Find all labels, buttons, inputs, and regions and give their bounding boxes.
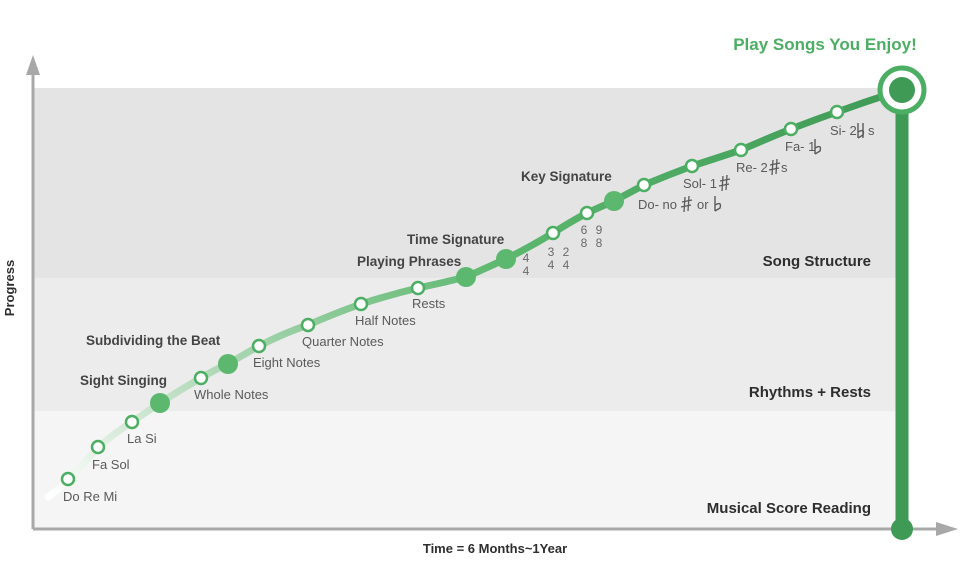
time-sig-top: 4 [523, 251, 530, 265]
milestone-dot [353, 296, 369, 312]
time-signature-3-4: 3 4 [548, 245, 555, 272]
time-signature-6-8: 6 8 [581, 223, 588, 250]
milestone-label: Do Re Mi [63, 489, 117, 504]
milestone-label: Sol- 1 [683, 176, 717, 191]
milestone-label: Rests [412, 296, 446, 311]
stage-dot [218, 354, 238, 374]
sharp-icon [718, 174, 731, 192]
milestone-dot [829, 104, 845, 120]
time-signature-2-4: 2 4 [563, 245, 570, 272]
milestone-dot [193, 370, 209, 386]
milestone-label: Fa Sol [92, 457, 130, 472]
milestone-dot [636, 177, 652, 193]
key-label-si: Si- 2 s [830, 123, 875, 139]
time-sig-bottom: 8 [596, 236, 603, 250]
time-sig-bottom: 4 [548, 258, 555, 272]
stage-label-sight-singing: Sight Singing [80, 373, 167, 388]
sharp-icon [768, 158, 781, 176]
band-label-song-structure: Song Structure [763, 253, 871, 270]
milestone-label: Eight Notes [253, 355, 321, 370]
progress-curve [44, 86, 906, 501]
goal-circle-core [889, 77, 915, 103]
time-sig-bottom: 4 [523, 264, 530, 278]
milestone-dot [251, 338, 267, 354]
goal-label: Play Songs You Enjoy! [733, 35, 917, 54]
key-label-sol: Sol- 1 [683, 174, 731, 192]
milestone-label: Si- 2 [830, 123, 857, 138]
key-label-do: Do- no or [638, 195, 722, 213]
milestone-label: Fa- 1 [785, 139, 815, 154]
stage-label-time-signature: Time Signature [407, 232, 505, 247]
milestone-dot [579, 205, 595, 221]
sharp-icon [680, 195, 693, 213]
band-score-reading [33, 411, 903, 529]
milestone-dot [733, 142, 749, 158]
milestone-label: Whole Notes [194, 387, 269, 402]
stage-dot [150, 393, 170, 413]
stage-label-subdividing: Subdividing the Beat [86, 333, 221, 348]
key-suffix: s [868, 123, 875, 138]
goal-bar-base [891, 518, 913, 540]
time-sig-top: 6 [581, 223, 588, 237]
time-sig-top: 3 [548, 245, 555, 259]
band-label-rhythms-rests: Rhythms + Rests [749, 384, 871, 401]
milestone-dot [545, 225, 561, 241]
time-sig-bottom: 8 [581, 236, 588, 250]
flat-icon [714, 196, 722, 212]
milestone-dot [783, 121, 799, 137]
key-label-re: Re- 2 s [736, 158, 788, 176]
time-signature-9-8: 9 8 [596, 223, 603, 250]
major-stage-dots [150, 191, 624, 413]
stage-dot [604, 191, 624, 211]
flat-icon [857, 123, 865, 139]
x-axis-label: Time = 6 Months~1Year [423, 541, 567, 556]
stage-label-key-signature: Key Signature [521, 169, 612, 184]
key-label-fa: Fa- 1 [785, 139, 822, 155]
milestone-label: Do- no [638, 197, 677, 212]
stage-label-playing-phrases: Playing Phrases [357, 254, 461, 269]
milestone-dot [684, 158, 700, 174]
milestone-dots [60, 104, 845, 487]
time-signature-4-4: 4 4 [523, 251, 530, 278]
stage-dot [456, 267, 476, 287]
time-sig-bottom: 4 [563, 258, 570, 272]
milestone-label: Re- 2 [736, 160, 768, 175]
band-label-score-reading: Musical Score Reading [707, 500, 871, 517]
time-sig-top: 9 [596, 223, 603, 237]
milestone-label: La Si [127, 431, 157, 446]
milestone-label: Quarter Notes [302, 334, 384, 349]
y-axis-arrow-icon [26, 55, 40, 75]
milestone-dot [410, 280, 426, 296]
y-axis-label: Progress [2, 260, 17, 316]
milestone-dot [124, 414, 140, 430]
flat-icon [814, 139, 822, 155]
milestone-dot [90, 439, 106, 455]
milestone-dot [300, 317, 316, 333]
stage-dot [496, 249, 516, 269]
key-or-label: or [697, 197, 709, 212]
milestone-dot [60, 471, 76, 487]
band-song-structure [33, 88, 903, 278]
milestone-label: Half Notes [355, 313, 416, 328]
x-axis-arrow-icon [936, 522, 958, 536]
key-suffix: s [781, 160, 788, 175]
time-sig-top: 2 [563, 245, 570, 259]
